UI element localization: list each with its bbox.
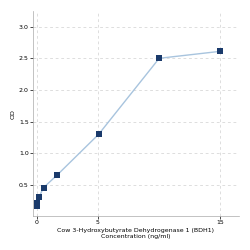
Point (42, 186, 46, 190)
Point (218, 49, 222, 53)
Y-axis label: OD: OD (11, 109, 16, 118)
Point (37, 195, 41, 199)
Point (34, 204, 38, 208)
Point (55, 173, 59, 177)
Point (97, 132, 101, 136)
X-axis label: Cow 3-Hydroxybutyrate Dehydrogenase 1 (BDH1)
Concentration (ng/ml): Cow 3-Hydroxybutyrate Dehydrogenase 1 (B… (58, 228, 214, 239)
Point (157, 56, 161, 60)
Point (36, 201, 40, 205)
